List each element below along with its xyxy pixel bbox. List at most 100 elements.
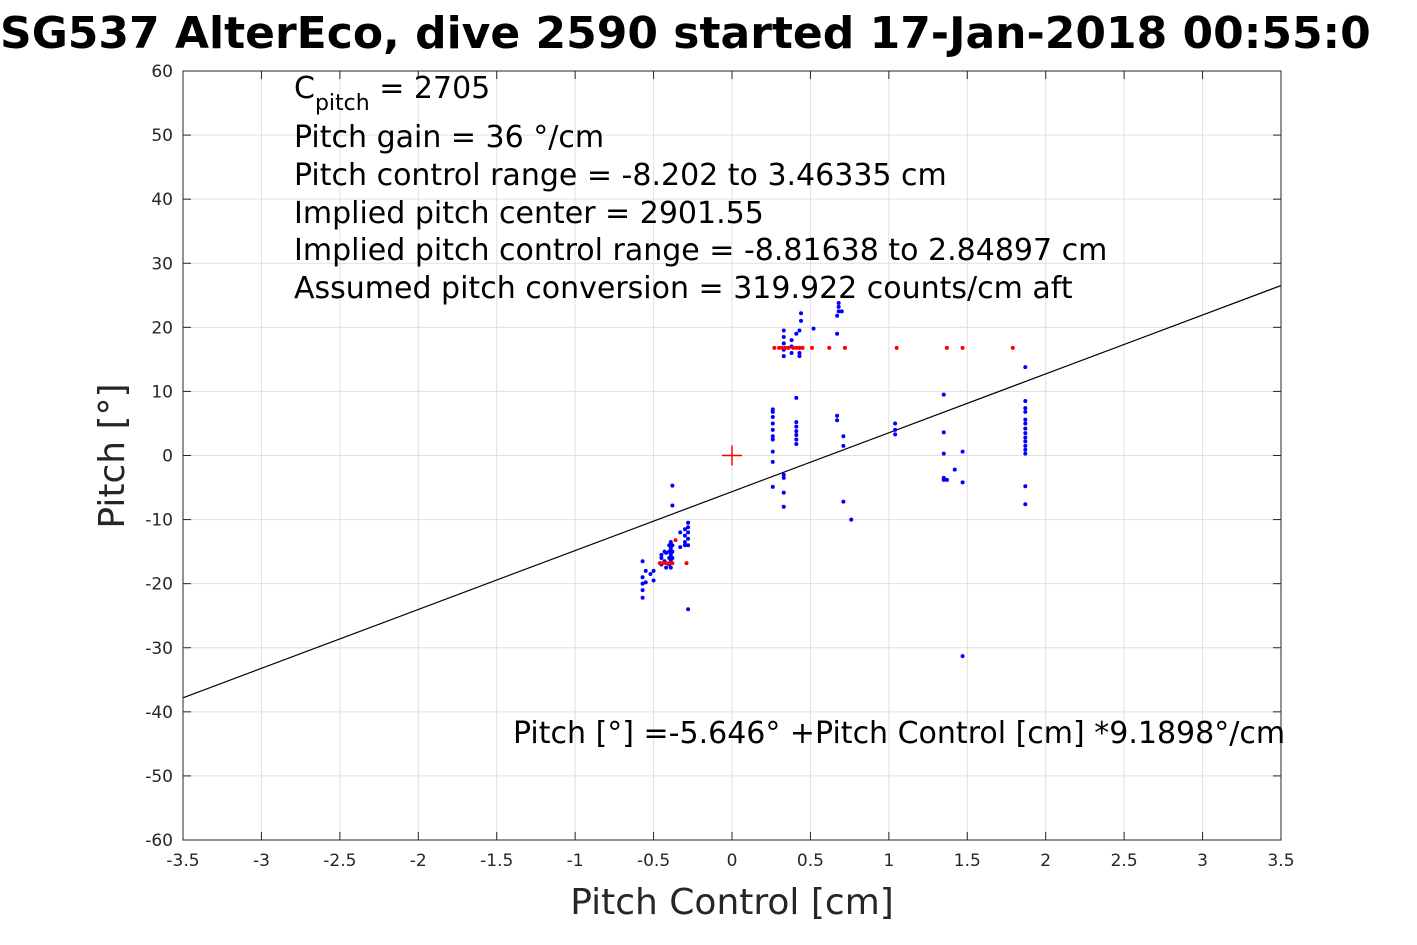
- red-data-point: [684, 561, 689, 566]
- blue-data-point: [770, 427, 775, 432]
- y-tick-label: 50: [151, 126, 173, 146]
- red-series: [657, 345, 1015, 566]
- blue-data-point: [648, 572, 653, 577]
- red-data-point: [797, 345, 802, 350]
- blue-data-point: [686, 525, 691, 530]
- c-pitch-annotation: Cpitch = 2705: [294, 71, 490, 116]
- blue-data-point: [659, 556, 664, 561]
- pitch-conversion-annotation: Assumed pitch conversion = 319.922 count…: [294, 271, 1073, 306]
- blue-series: [640, 300, 1028, 659]
- blue-data-point: [670, 483, 675, 488]
- blue-data-point: [941, 430, 946, 435]
- red-data-point: [791, 345, 796, 350]
- blue-data-point: [668, 565, 673, 570]
- blue-data-point: [670, 543, 675, 548]
- blue-data-point: [1023, 435, 1028, 440]
- red-data-point: [1010, 345, 1015, 350]
- blue-data-point: [849, 517, 854, 522]
- blue-data-point: [770, 437, 775, 442]
- blue-data-point: [952, 467, 957, 472]
- blue-data-point: [1023, 502, 1028, 507]
- blue-data-point: [670, 549, 675, 554]
- blue-data-point: [941, 475, 946, 480]
- blue-data-point: [678, 530, 683, 535]
- blue-data-point: [794, 437, 799, 442]
- x-tick-label: -2: [410, 851, 427, 871]
- y-tick-label: -10: [145, 511, 173, 531]
- red-data-point: [960, 345, 965, 350]
- blue-data-point: [643, 580, 648, 585]
- blue-data-point: [770, 407, 775, 412]
- blue-data-point: [1023, 431, 1028, 436]
- blue-data-point: [797, 354, 802, 359]
- x-tick-label: 0.5: [797, 851, 824, 871]
- data-points: [640, 300, 1028, 659]
- chart-title: SG537 AlterEco, dive 2590 started 17-Jan…: [0, 8, 1371, 59]
- blue-data-point: [664, 565, 669, 570]
- x-axis-ticks: -3.5 -3 -2.5 -2 -1.5 -1 -0.5 0 0.5 1 1.5 2 2.5 3 3.5: [166, 71, 1295, 871]
- blue-data-point: [781, 475, 786, 480]
- blue-data-point: [1023, 409, 1028, 414]
- blue-data-point: [794, 331, 799, 336]
- blue-data-point: [1023, 365, 1028, 370]
- y-tick-label: 0: [162, 447, 173, 467]
- blue-data-point: [799, 318, 804, 323]
- blue-data-point: [789, 338, 794, 343]
- blue-data-point: [781, 354, 786, 359]
- blue-data-point: [811, 326, 816, 331]
- c-pitch-symbol: C: [294, 71, 315, 106]
- x-tick-label: 3: [1197, 851, 1208, 871]
- y-tick-label: -30: [145, 639, 173, 659]
- y-tick-label: 30: [151, 254, 173, 274]
- red-data-point: [827, 345, 832, 350]
- implied-pitch-center-annotation: Implied pitch center = 2901.55: [294, 196, 764, 231]
- red-data-point: [772, 345, 777, 350]
- blue-data-point: [1023, 426, 1028, 431]
- y-tick-label: 40: [151, 190, 173, 210]
- blue-data-point: [836, 304, 841, 309]
- blue-data-point: [682, 533, 687, 538]
- blue-data-point: [841, 434, 846, 439]
- blue-data-point: [797, 328, 802, 333]
- x-tick-label: -3: [253, 851, 270, 871]
- blue-data-point: [1023, 451, 1028, 456]
- blue-data-point: [1023, 406, 1028, 411]
- red-data-point: [809, 345, 814, 350]
- blue-data-point: [836, 309, 841, 314]
- x-tick-label: 0: [727, 851, 738, 871]
- blue-data-point: [799, 311, 804, 316]
- red-data-point: [664, 561, 669, 566]
- blue-data-point: [839, 309, 844, 314]
- blue-data-point: [781, 490, 786, 495]
- center-marker-group: [722, 445, 742, 466]
- c-pitch-value: = 2705: [370, 71, 491, 106]
- x-tick-label: 2: [1040, 851, 1051, 871]
- blue-data-point: [682, 543, 687, 548]
- red-data-point: [842, 345, 847, 350]
- blue-data-point: [836, 300, 841, 305]
- blue-data-point: [781, 328, 786, 333]
- blue-data-point: [794, 441, 799, 446]
- c-pitch-subscript: pitch: [315, 91, 370, 116]
- x-tick-label: 2.5: [1111, 851, 1138, 871]
- blue-data-point: [640, 581, 645, 586]
- blue-data-point: [835, 418, 840, 423]
- blue-data-point: [960, 449, 965, 454]
- blue-data-point: [668, 552, 673, 557]
- blue-data-point: [667, 549, 672, 554]
- blue-data-point: [667, 556, 672, 561]
- red-data-point: [673, 538, 678, 543]
- blue-data-point: [781, 341, 786, 346]
- red-data-point: [894, 345, 899, 350]
- x-tick-label: -3.5: [166, 851, 199, 871]
- red-data-point: [786, 345, 791, 350]
- implied-control-range-annotation: Implied pitch control range = -8.81638 t…: [294, 233, 1107, 268]
- blue-data-point: [1023, 443, 1028, 448]
- red-data-point: [944, 345, 949, 350]
- blue-data-point: [770, 421, 775, 426]
- blue-data-point: [678, 545, 683, 550]
- blue-data-point: [686, 543, 691, 548]
- blue-data-point: [770, 459, 775, 464]
- blue-data-point: [668, 546, 673, 551]
- blue-data-point: [686, 607, 691, 612]
